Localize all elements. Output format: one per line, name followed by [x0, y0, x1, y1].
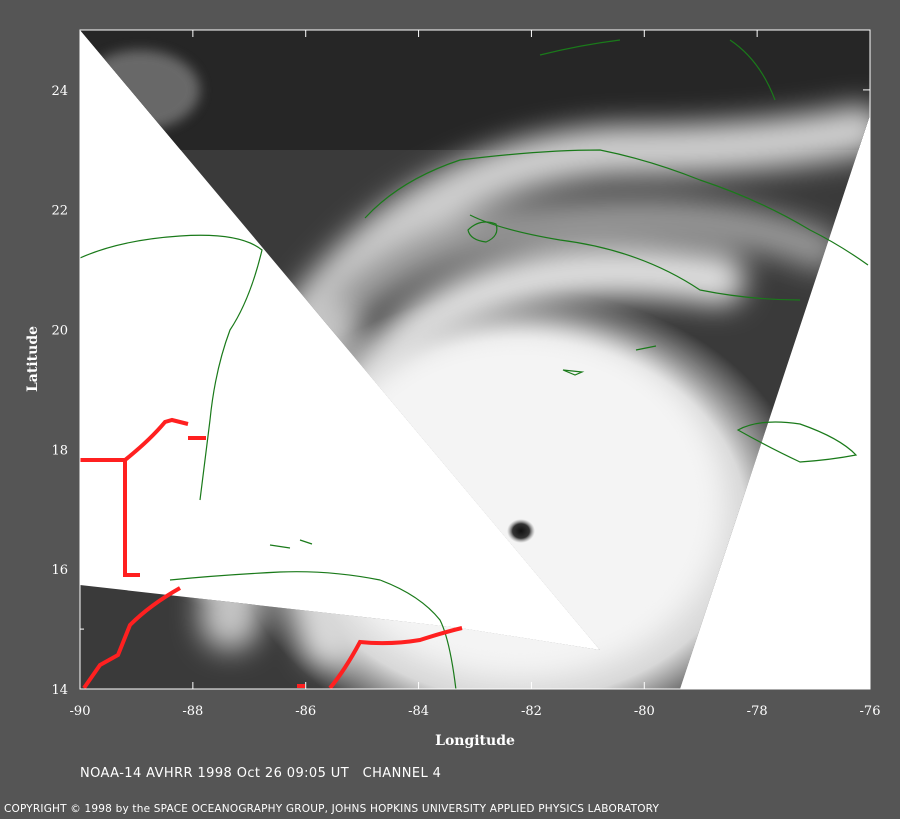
lon-tick-label: -80	[634, 704, 655, 719]
lat-tick-label: 24	[51, 84, 68, 99]
lat-tick-label: 14	[51, 683, 68, 698]
copyright-notice: COPYRIGHT © 1998 by the SPACE OCEANOGRAP…	[4, 803, 660, 815]
satellite-image	[80, 30, 870, 689]
storm-eye	[507, 519, 535, 543]
lon-tick-label: -84	[408, 704, 429, 719]
lon-tick-label: -88	[182, 704, 203, 719]
lon-tick-label: -78	[747, 704, 768, 719]
x-axis-title: Longitude	[435, 733, 515, 749]
coastlines	[80, 39, 869, 689]
political-borders	[80, 417, 463, 689]
lat-tick-label: 18	[51, 443, 68, 458]
lat-tick-label: 20	[51, 324, 68, 339]
lon-tick-label: -82	[521, 704, 542, 719]
image-caption: NOAA-14 AVHRR 1998 Oct 26 09:05 UT CHANN…	[80, 766, 442, 781]
y-axis-title: Latitude	[25, 326, 41, 392]
lat-tick-label: 16	[51, 563, 68, 578]
axis-ticks	[79, 29, 871, 690]
lon-tick-label: -86	[295, 704, 316, 719]
lon-tick-label: -76	[860, 704, 881, 719]
lon-tick-label: -90	[70, 704, 91, 719]
lat-tick-label: 22	[51, 204, 68, 219]
plot-frame	[79, 29, 871, 690]
axis-tick-labels: -90 -88 -86 -84 -82 -80 -78 -76 14 16 18 20 22 24	[51, 84, 880, 719]
